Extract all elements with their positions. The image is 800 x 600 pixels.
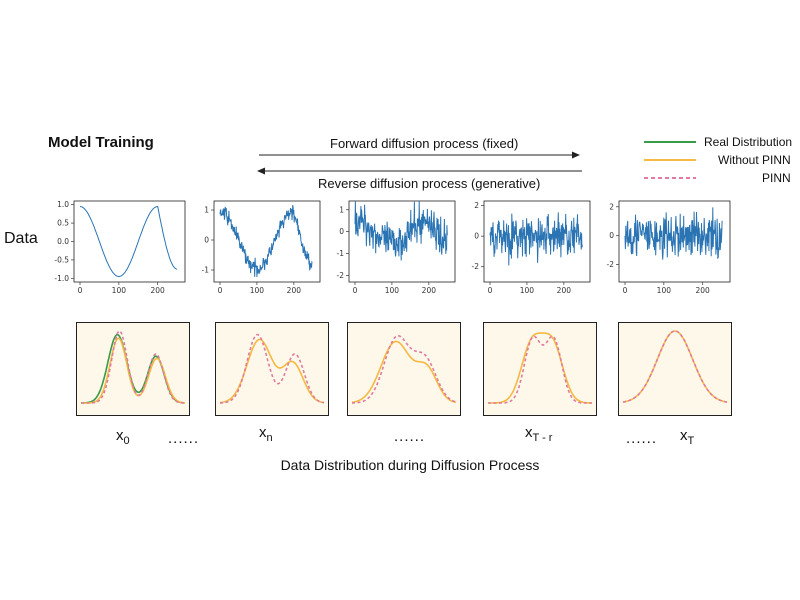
stage-label-x0: x0 — [116, 427, 130, 447]
ellipsis-2: ...... — [394, 428, 426, 445]
x-tick-label: 0 — [218, 286, 223, 295]
y-tick-label: 0 — [339, 227, 344, 236]
y-tick-label: 0 — [204, 236, 209, 245]
x-tick-label: 0 — [488, 286, 493, 295]
data-row-label: Data — [4, 230, 38, 247]
y-tick-label: 0 — [609, 231, 614, 240]
chart-frame — [348, 200, 456, 283]
x-tick-label: 0 — [623, 286, 628, 295]
distribution-curves-x-mid — [351, 335, 457, 404]
y-tick-label: 1.0 — [57, 200, 69, 209]
x-tick-label: 200 — [422, 286, 437, 295]
x-tick-label: 200 — [287, 286, 302, 295]
y-tick-label: -1 — [337, 249, 345, 258]
y-tick-label: 2 — [474, 201, 479, 210]
data-series-line — [624, 207, 723, 260]
y-tick-label: 0 — [474, 232, 479, 241]
x-tick-label: 100 — [657, 286, 672, 295]
distribution-curves-x-t — [622, 330, 728, 403]
forward-arrow-head — [572, 151, 580, 159]
distribution-curves-xn — [219, 333, 325, 404]
x-tick-label: 200 — [696, 286, 711, 295]
x-tick-label: 100 — [250, 286, 265, 295]
x-tick-label: 100 — [520, 286, 535, 295]
x-tick-label: 200 — [151, 286, 166, 295]
distribution-panel-x-mid — [347, 322, 461, 416]
y-tick-label: 1 — [339, 205, 344, 214]
y-tick-label: -2 — [607, 260, 615, 269]
distribution-panel-x-t — [618, 322, 732, 416]
y-tick-label: -2 — [337, 271, 345, 280]
forward-process-label: Forward diffusion process (fixed) — [330, 136, 519, 151]
y-tick-label: 2 — [609, 202, 614, 211]
data-chart-x0: 0 100 200 1.0 0.5 0.0 -0.5 -1.0 — [50, 195, 190, 300]
without-pinn-curve — [622, 330, 728, 403]
data-chart-x-mid: 0 100 200 1 0 -1 -2 — [325, 195, 460, 300]
y-tick-label: 0.5 — [57, 219, 69, 228]
x-tick-label: 0 — [353, 286, 358, 295]
pinn-curve — [352, 335, 457, 404]
distribution-panel-x-t-r — [483, 322, 597, 416]
distribution-curves-x-t-r — [488, 332, 593, 404]
stage-label-x-t-r: xT - r — [525, 424, 553, 444]
diagram-caption: Data Distribution during Diffusion Proce… — [280, 457, 540, 473]
chart-frame — [483, 200, 591, 283]
distribution-curves-x0 — [80, 330, 186, 404]
x-tick-label: 0 — [78, 286, 83, 295]
model-training-title: Model Training — [48, 134, 154, 151]
y-tick-label: -1.0 — [54, 274, 69, 283]
pinn-curve — [220, 333, 325, 404]
data-chart-xn: 0 100 200 1 0 -1 — [190, 195, 325, 300]
pinn-curve — [81, 330, 186, 404]
without-pinn-curve — [351, 340, 457, 404]
y-tick-label: -0.5 — [54, 255, 69, 264]
distribution-panel-x0 — [76, 322, 190, 416]
chart-frame — [73, 200, 186, 283]
reverse-arrow-head — [257, 167, 265, 175]
data-series-line — [489, 212, 583, 266]
x-tick-label: 100 — [385, 286, 400, 295]
chart-frame — [618, 200, 731, 283]
y-tick-label: 0.0 — [57, 237, 69, 246]
data-series-line — [80, 206, 178, 277]
x-tick-label: 100 — [112, 286, 127, 295]
data-series-line — [219, 205, 313, 278]
legend-real-label: Real Distribution — [704, 135, 793, 149]
distribution-panel-xn — [215, 322, 329, 416]
stage-label-xn: xn — [259, 424, 273, 444]
ellipsis-3: ...... — [626, 430, 658, 447]
diffusion-arrows — [257, 151, 582, 175]
legend-pinn-label: PINN — [762, 171, 791, 185]
without-pinn-curve — [488, 332, 593, 404]
ellipsis-1: ...... — [168, 430, 200, 447]
data-series-line — [354, 200, 448, 261]
stage-label-x-t: xT — [680, 427, 695, 447]
legend-swatches — [644, 141, 696, 179]
y-tick-label: -1 — [202, 266, 210, 275]
pinn-curve — [622, 330, 728, 403]
legend: Real Distribution Without PINN PINN — [640, 134, 800, 189]
y-tick-label: 1 — [204, 206, 209, 215]
chart-frame — [213, 200, 321, 283]
reverse-process-label: Reverse diffusion process (generative) — [318, 176, 541, 191]
legend-without-pinn-label: Without PINN — [718, 153, 791, 167]
data-chart-x-t: 0 100 200 2 0 -2 — [595, 195, 735, 300]
data-chart-x-t-r: 0 100 200 2 0 -2 — [460, 195, 595, 300]
y-tick-label: -2 — [472, 262, 480, 271]
without-pinn-curve — [219, 338, 325, 404]
x-tick-label: 200 — [557, 286, 572, 295]
pinn-curve — [488, 335, 592, 404]
without-pinn-curve — [81, 337, 185, 404]
